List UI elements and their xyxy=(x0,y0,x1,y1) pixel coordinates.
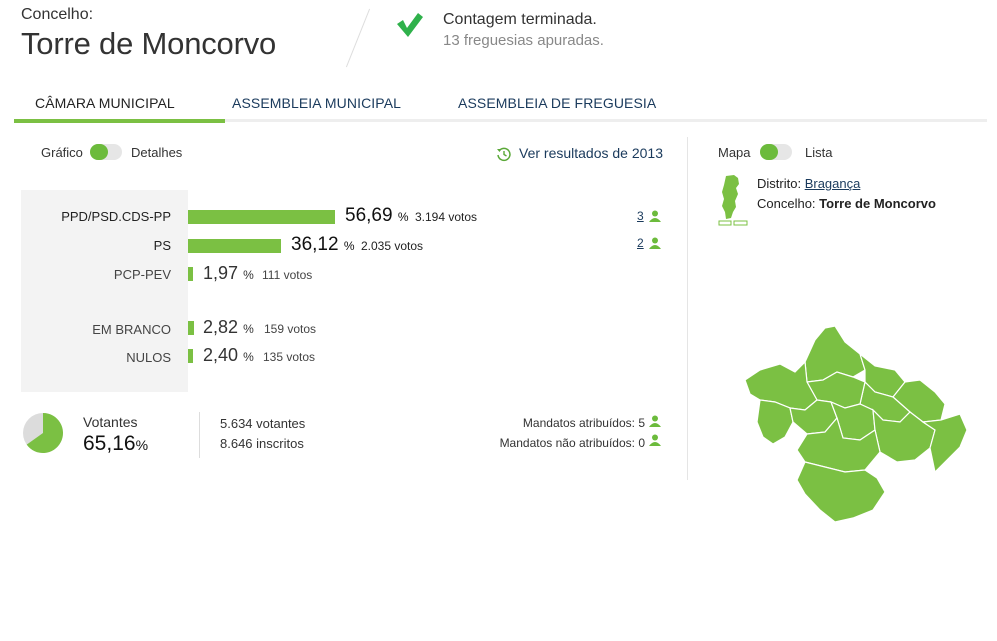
turnout-label: Votantes xyxy=(83,414,138,430)
party-percent: 36,12 % xyxy=(291,234,355,255)
toggle-label-mapa[interactable]: Mapa xyxy=(718,145,751,160)
municipality-map xyxy=(744,325,968,523)
party-label: PS xyxy=(153,238,171,253)
previous-results-link[interactable]: Ver resultados de 2013 xyxy=(497,145,663,161)
parish-region xyxy=(744,360,818,411)
concelho-row: Concelho: Torre de Moncorvo xyxy=(757,196,936,211)
other-votes-label: EM BRANCO xyxy=(92,322,171,337)
tab-camara-municipal[interactable]: CÂMARA MUNICIPAL xyxy=(35,95,175,111)
other-votes-percent: 2,82 % xyxy=(203,317,254,337)
other-votes-count: 159 votos xyxy=(264,322,317,336)
checkmark-icon xyxy=(397,13,423,37)
other-votes-count: 135 votos xyxy=(263,350,316,364)
party-votes: 111 votos xyxy=(262,268,313,282)
result-bar xyxy=(188,321,194,335)
tab-assembleia-municipal[interactable]: ASSEMBLEIA MUNICIPAL xyxy=(232,95,402,111)
result-bar xyxy=(188,267,193,281)
previous-results-label[interactable]: Ver resultados de 2013 xyxy=(519,145,663,161)
status-title: Contagem terminada. xyxy=(443,11,597,28)
tab-active-indicator xyxy=(14,119,225,123)
parish-region xyxy=(796,461,886,523)
concelho-row-label: Concelho: xyxy=(757,196,816,211)
view-toggle[interactable] xyxy=(90,144,122,160)
person-icon xyxy=(649,210,661,222)
other-votes-percent: 2,40 % xyxy=(203,345,254,365)
panel-divider xyxy=(687,137,688,480)
distrito-link[interactable]: Bragança xyxy=(804,176,861,191)
toggle-knob xyxy=(760,144,778,160)
other-votes-label: NULOS xyxy=(126,350,171,365)
distrito-label: Distrito: xyxy=(757,176,802,191)
concelho-label: Concelho: xyxy=(21,6,94,23)
party-label: PCP-PEV xyxy=(113,267,171,282)
turnout-percent: 65,16% xyxy=(83,432,149,455)
party-label: PPD/PSD.CDS-PP xyxy=(61,209,171,224)
result-bar xyxy=(188,210,335,224)
tab-assembleia-freguesia[interactable]: ASSEMBLEIA DE FREGUESIA xyxy=(458,95,657,111)
party-votes: 3.194 votos xyxy=(415,210,478,224)
map-toggle[interactable] xyxy=(760,144,792,160)
person-icon xyxy=(649,237,661,249)
concelho-row-value: Torre de Moncorvo xyxy=(819,196,936,211)
mandates-not-attributed: Mandatos não atribuídos: 0 xyxy=(499,436,645,450)
mandates-attributed: Mandatos atribuídos: 5 xyxy=(522,416,645,430)
results-label-panel xyxy=(21,190,188,392)
toggle-knob xyxy=(90,144,108,160)
tabs-rule xyxy=(14,119,987,122)
toggle-label-grafico[interactable]: Gráfico xyxy=(41,145,83,160)
page-title: Torre de Moncorvo xyxy=(21,26,277,61)
party-votes: 2.035 votos xyxy=(361,239,424,253)
pie-chart-icon xyxy=(23,413,63,453)
toggle-label-lista[interactable]: Lista xyxy=(805,145,833,160)
registered-count: 8.646 inscritos xyxy=(220,436,304,451)
portugal-map-icon[interactable] xyxy=(718,174,750,226)
status-subtitle: 13 freguesias apuradas. xyxy=(443,32,604,49)
party-percent: 1,97 % xyxy=(203,263,254,283)
result-bar xyxy=(188,349,193,363)
header-divider xyxy=(345,8,371,68)
result-bar xyxy=(188,239,281,253)
parish-region xyxy=(921,413,968,474)
party-percent: 56,69 % xyxy=(345,205,409,226)
voters-count: 5.634 votantes xyxy=(220,416,306,431)
person-icon xyxy=(649,415,661,427)
person-icon xyxy=(649,434,661,446)
toggle-label-detalhes[interactable]: Detalhes xyxy=(131,145,183,160)
turnout-divider xyxy=(199,412,200,458)
history-icon[interactable] xyxy=(496,146,512,162)
parish-region xyxy=(756,399,794,445)
party-mandates-link[interactable]: 2 xyxy=(637,236,644,250)
distrito-row: Distrito: Bragança xyxy=(757,176,860,191)
party-mandates-link[interactable]: 3 xyxy=(637,209,644,223)
